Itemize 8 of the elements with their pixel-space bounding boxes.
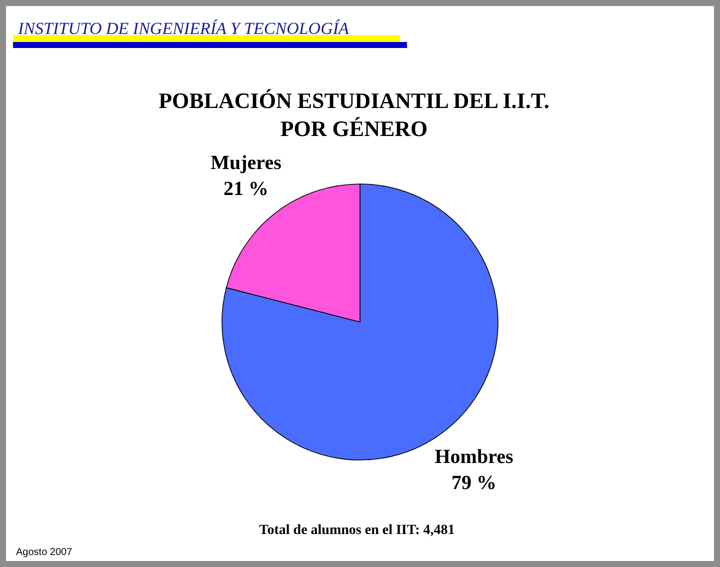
- text: Total de alumnos en el IIT: 4,481: [259, 523, 455, 538]
- slice-label: Mujeres: [210, 152, 282, 174]
- text: Agosto 2007: [16, 547, 73, 558]
- chart-title: POBLACIÓN ESTUDIANTIL DEL I.I.T. POR GÉNERO: [158, 88, 550, 141]
- data-label: 79 %: [452, 472, 496, 494]
- data-label: 21 %: [224, 178, 268, 200]
- slice-label: Hombres: [434, 446, 514, 468]
- text: INSTITUTO DE INGENIERÍA Y TECNOLOGÍA: [17, 19, 350, 38]
